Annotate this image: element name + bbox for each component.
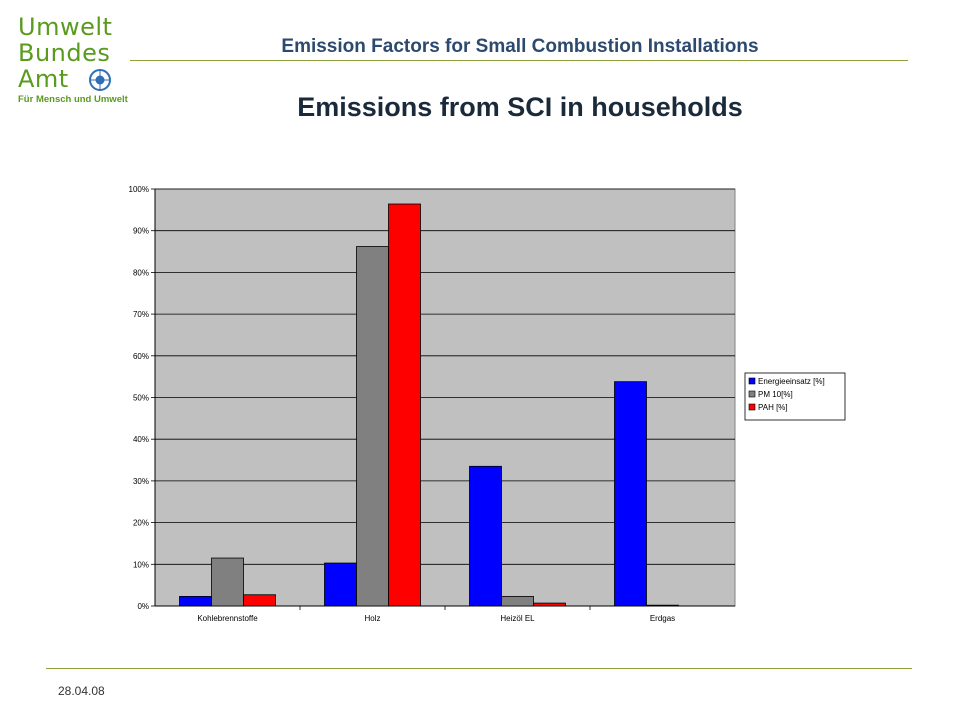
logo-line-2: Bundes	[18, 39, 111, 67]
y-tick-label: 50%	[133, 394, 149, 403]
legend-label: PM 10[%]	[758, 390, 793, 399]
bar	[501, 596, 534, 607]
x-tick-label: Holz	[364, 614, 380, 623]
y-tick-label: 20%	[133, 519, 149, 528]
y-tick-label: 60%	[133, 352, 149, 361]
bar	[211, 557, 244, 607]
legend-swatch	[748, 403, 756, 411]
y-tick-label: 10%	[133, 560, 149, 569]
bar	[388, 203, 421, 607]
footer-divider	[46, 668, 912, 669]
y-tick-label: 0%	[137, 602, 149, 611]
header-divider	[130, 60, 908, 61]
globe-icon	[89, 69, 111, 91]
legend-label: PAH [%]	[758, 403, 788, 412]
y-tick-label: 40%	[133, 435, 149, 444]
y-tick-label: 100%	[129, 185, 149, 194]
header-title: Emission Factors for Small Combustion In…	[281, 36, 759, 57]
umweltbundesamt-logo: Umwelt Bundes Amt Für Mensch und Umwelt	[18, 14, 128, 114]
y-tick-label: 70%	[133, 310, 149, 319]
bar	[614, 381, 647, 607]
footer-date: 28.04.08	[58, 684, 105, 698]
bar	[533, 602, 566, 607]
legend-box	[744, 372, 846, 421]
y-tick-label: 80%	[133, 268, 149, 277]
bar	[324, 562, 357, 607]
logo-line-3: Amt	[18, 65, 69, 93]
x-tick-label: Kohlebrennstoffe	[197, 614, 258, 623]
legend-swatch	[748, 377, 756, 385]
logo-tagline: Für Mensch und Umwelt	[18, 94, 128, 105]
slide-title: Emissions from SCI in households	[297, 92, 743, 122]
x-tick-label: Erdgas	[650, 614, 675, 623]
x-tick-label: Heizöl EL	[500, 614, 535, 623]
y-tick-label: 30%	[133, 477, 149, 486]
legend-swatch	[748, 390, 756, 398]
bar	[243, 594, 276, 607]
logo-line-1: Umwelt	[18, 13, 113, 41]
bar	[179, 596, 212, 607]
bar	[646, 604, 679, 607]
bar-chart: 0% 10% 20% 30% 40% 50% 60% 70% 80% 90% 100% Kohlebr…	[129, 185, 846, 623]
bar	[469, 465, 502, 607]
bar	[356, 246, 389, 607]
legend-label: Energieeinsatz [%]	[758, 377, 825, 386]
y-tick-label: 90%	[133, 227, 149, 236]
